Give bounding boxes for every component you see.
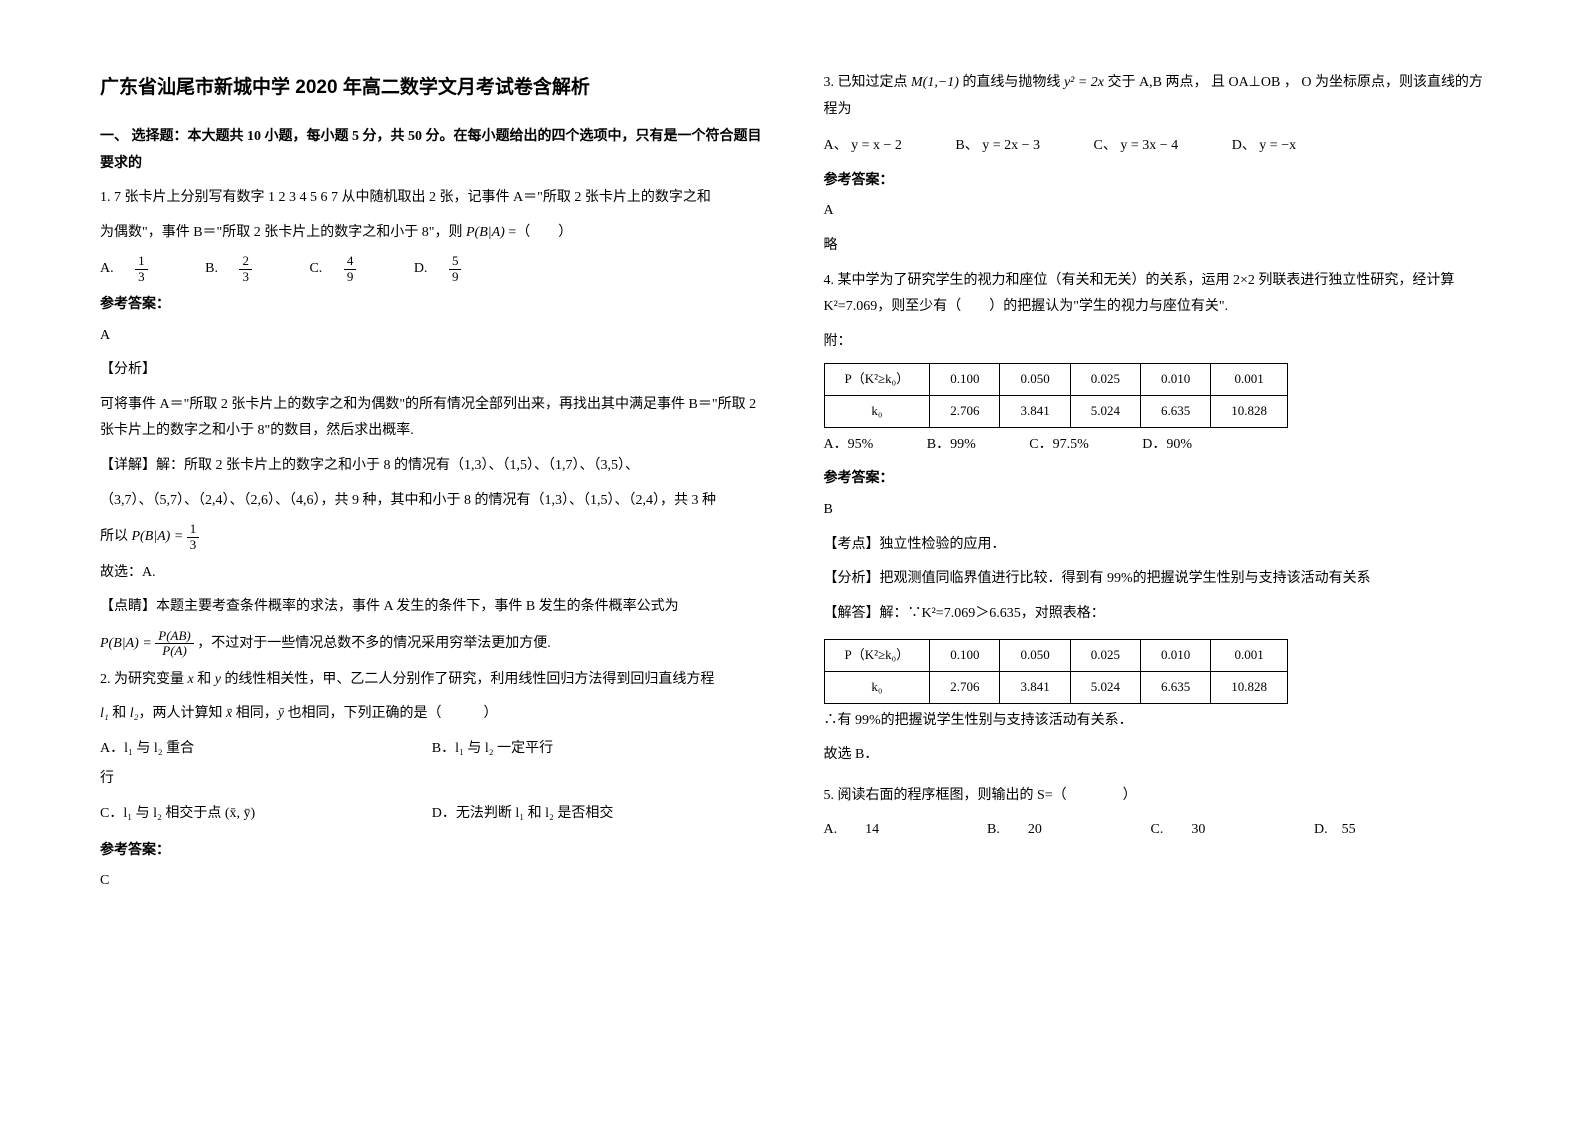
q1-line2: 为偶数"，事件 B＝"所取 2 张卡片上的数字之和小于 8"，则 P(B|A) … [100, 220, 764, 247]
q1-answer: A [100, 323, 764, 350]
q1-optB: B. 23 [205, 261, 288, 276]
pba-expr: P(B|A) [466, 225, 505, 240]
q2-answer: C [100, 868, 764, 895]
q2-options-2: C．l₁ 与 l₂ 相交于点 (x̄, ȳ) D．无法判断 l₁ 和 l₂ 是否… [100, 801, 764, 832]
q4-optC: C．97.5% [1029, 432, 1089, 459]
section-heading: 一、 选择题：本大题共 10 小题，每小题 5 分，共 50 分。在每小题给出的… [100, 124, 764, 177]
q5-options: A. 14 B. 20 C. 30 D. 55 [824, 817, 1488, 844]
q2-options: A．l₁ 与 l₂ 重合 B．l₁ 与 l₂ 一定平行 [100, 736, 764, 767]
q3-optD: D、 y = −x [1232, 133, 1296, 160]
q4-optD: D．90% [1142, 432, 1192, 459]
q1-formula: P(B|A) = P(AB)P(A) ，不过对于一些情况总数不多的情况采用穷举法… [100, 629, 764, 659]
q2-optB: B．l₁ 与 l₂ 一定平行 [432, 736, 764, 763]
q3-optC: C、 y = 3x − 4 [1094, 133, 1179, 160]
q2-line1: 2. 为研究变量 x 和 y 的线性相关性，甲、乙二人分别作了研究，利用线性回归… [100, 667, 764, 694]
q1-l2-a: 为偶数"，事件 B＝"所取 2 张卡片上的数字之和小于 8"，则 [100, 225, 466, 240]
q2-optB-cont: 行 [100, 766, 764, 793]
q4-c2: 故选 B． [824, 742, 1488, 769]
pba-eq: P(B|A) = [132, 529, 187, 544]
ref-answer-label-3: 参考答案： [824, 168, 1488, 195]
q2-optD: D．无法判断 l₁ 和 l₂ 是否相交 [432, 801, 764, 828]
q5-optD: D. 55 [1314, 817, 1474, 844]
q4-options: A．95% B．99% C．97.5% D．90% [824, 432, 1488, 459]
q2-optC: C．l₁ 与 l₂ 相交于点 (x̄, ȳ) [100, 801, 432, 828]
q3-line1: 3. 已知过定点 M(1,−1) 的直线与抛物线 y² = 2x 交于 A,B … [824, 70, 1488, 123]
q3-answer: A [824, 198, 1488, 225]
doc-title: 广东省汕尾市新城中学 2020 年高二数学文月考试卷含解析 [100, 70, 764, 106]
q2-line2: l₁ 和 l₂，两人计算知 x̄ 相同，ȳ 也相同，下列正确的是（ ） [100, 701, 764, 728]
analysis-label: 【分析】 [100, 357, 764, 384]
q4-optB: B．99% [927, 432, 976, 459]
q1-options: A. 13 B. 23 C. 49 D. 59 [100, 254, 764, 284]
q3-optB: B、 y = 2x − 3 [955, 133, 1040, 160]
q4-line1: 4. 某中学为了研究学生的视力和座位（有关和无关）的关系，运用 2×2 列联表进… [824, 268, 1488, 321]
q1-optD: D. 59 [414, 261, 498, 276]
q2-optA: A．l₁ 与 l₂ 重合 [100, 736, 432, 763]
detail-label: 【详解】解：所取 2 张卡片上的数字之和小于 8 的情况有（1,3）、（1,5）… [100, 453, 764, 480]
chi-table-2: P（K²≥k₀） 0.100 0.050 0.025 0.010 0.001 k… [824, 639, 1288, 703]
right-column: 3. 已知过定点 M(1,−1) 的直线与抛物线 y² = 2x 交于 A,B … [824, 70, 1488, 1052]
left-column: 广东省汕尾市新城中学 2020 年高二数学文月考试卷含解析 一、 选择题：本大题… [100, 70, 764, 1052]
point-label: 【点睛】本题主要考查条件概率的求法，事件 A 发生的条件下，事件 B 发生的条件… [100, 594, 764, 621]
q3-skip: 略 [824, 233, 1488, 260]
q1-l2-b: =（ ） [508, 225, 572, 240]
q4-optA: A．95% [824, 432, 874, 459]
q1-optA: A. 13 [100, 261, 184, 276]
q1-optC: C. 49 [309, 261, 392, 276]
ref-answer-label-2: 参考答案： [100, 838, 764, 865]
q4-an: 【分析】把观测值同临界值进行比较．得到有 99%的把握说学生性别与支持该活动有关… [824, 566, 1488, 593]
q1-line1: 1. 7 张卡片上分别写有数字 1 2 3 4 5 6 7 从中随机取出 2 张… [100, 185, 764, 212]
q5-optC: C. 30 [1151, 817, 1311, 844]
q1-a5: ，不过对于一些情况总数不多的情况采用穷举法更加方便. [197, 636, 551, 651]
q5-optA: A. 14 [824, 817, 984, 844]
q1-analysis-2: （3,7）、（5,7）、（2,4）、（2,6）、（4,6），共 9 种，其中和小… [100, 488, 764, 515]
q4-attach: 附： [824, 329, 1488, 356]
pba-formula-left: P(B|A) = [100, 636, 155, 651]
q4-sol: 【解答】解：∵K²=7.069＞6.635，对照表格： [824, 601, 1488, 628]
q3-optA: A、 y = x − 2 [824, 133, 902, 160]
q1-analysis-4: 故选：A. [100, 560, 764, 587]
q4-answer: B [824, 497, 1488, 524]
q4-c1: ∴有 99%的把握说学生性别与支持该活动有关系． [824, 708, 1488, 735]
q1-analysis-1: 可将事件 A＝"所取 2 张卡片上的数字之和为偶数"的所有情况全部列出来，再找出… [100, 392, 764, 445]
q1-analysis-3: 所以 P(B|A) = 13 [100, 522, 764, 552]
q4-kp: 【考点】独立性检验的应用． [824, 532, 1488, 559]
chi-table-1: P（K²≥k₀） 0.100 0.050 0.025 0.010 0.001 k… [824, 363, 1288, 427]
ref-answer-label-4: 参考答案： [824, 466, 1488, 493]
q3-options: A、 y = x − 2 B、 y = 2x − 3 C、 y = 3x − 4… [824, 133, 1488, 160]
q5-optB: B. 20 [987, 817, 1147, 844]
q5-line1: 5. 阅读右面的程序框图，则输出的 S=（ ） [824, 783, 1488, 810]
ref-answer-label: 参考答案： [100, 292, 764, 319]
